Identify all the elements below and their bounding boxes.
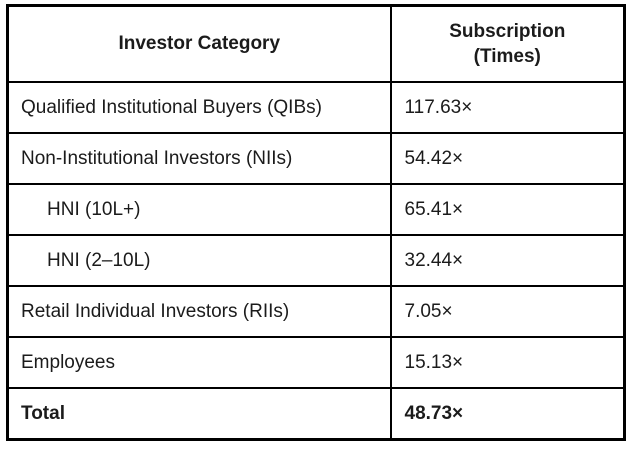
table-row-total: Total 48.73× bbox=[6, 387, 626, 441]
subscription-cell: 117.63× bbox=[389, 81, 626, 134]
category-cell: Qualified Institutional Buyers (QIBs) bbox=[6, 81, 392, 134]
table-row-hni-10l-plus: HNI (10L+) 65.41× bbox=[6, 183, 626, 236]
header-subscription-line2: (Times) bbox=[473, 46, 541, 67]
header-subscription-times: Subscription (Times) bbox=[389, 4, 626, 83]
table-row-riis: Retail Individual Investors (RIIs) 7.05× bbox=[6, 285, 626, 338]
subscription-cell: 32.44× bbox=[389, 234, 626, 287]
table-row-hni-2-10l: HNI (2–10L) 32.44× bbox=[6, 234, 626, 287]
header-row: Investor Category Subscription (Times) bbox=[6, 4, 626, 83]
table-row-niis: Non-Institutional Investors (NIIs) 54.42… bbox=[6, 132, 626, 185]
subscription-cell: 54.42× bbox=[389, 132, 626, 185]
table-row-employees: Employees 15.13× bbox=[6, 336, 626, 389]
subscription-table-container: Investor Category Subscription (Times) Q… bbox=[6, 4, 626, 441]
header-investor-category: Investor Category bbox=[6, 4, 392, 83]
header-subscription-line1: Subscription bbox=[449, 21, 566, 42]
subscription-cell: 15.13× bbox=[389, 336, 626, 389]
header-investor-category-label: Investor Category bbox=[118, 33, 281, 54]
subscription-table: Investor Category Subscription (Times) Q… bbox=[6, 4, 626, 441]
subscription-cell: 48.73× bbox=[389, 387, 626, 441]
category-cell: Retail Individual Investors (RIIs) bbox=[6, 285, 392, 338]
category-cell: HNI (2–10L) bbox=[6, 234, 392, 287]
subscription-cell: 7.05× bbox=[389, 285, 626, 338]
table-row-qibs: Qualified Institutional Buyers (QIBs) 11… bbox=[6, 81, 626, 134]
category-cell: HNI (10L+) bbox=[6, 183, 392, 236]
category-cell: Employees bbox=[6, 336, 392, 389]
category-cell: Non-Institutional Investors (NIIs) bbox=[6, 132, 392, 185]
subscription-cell: 65.41× bbox=[389, 183, 626, 236]
category-cell: Total bbox=[6, 387, 392, 441]
